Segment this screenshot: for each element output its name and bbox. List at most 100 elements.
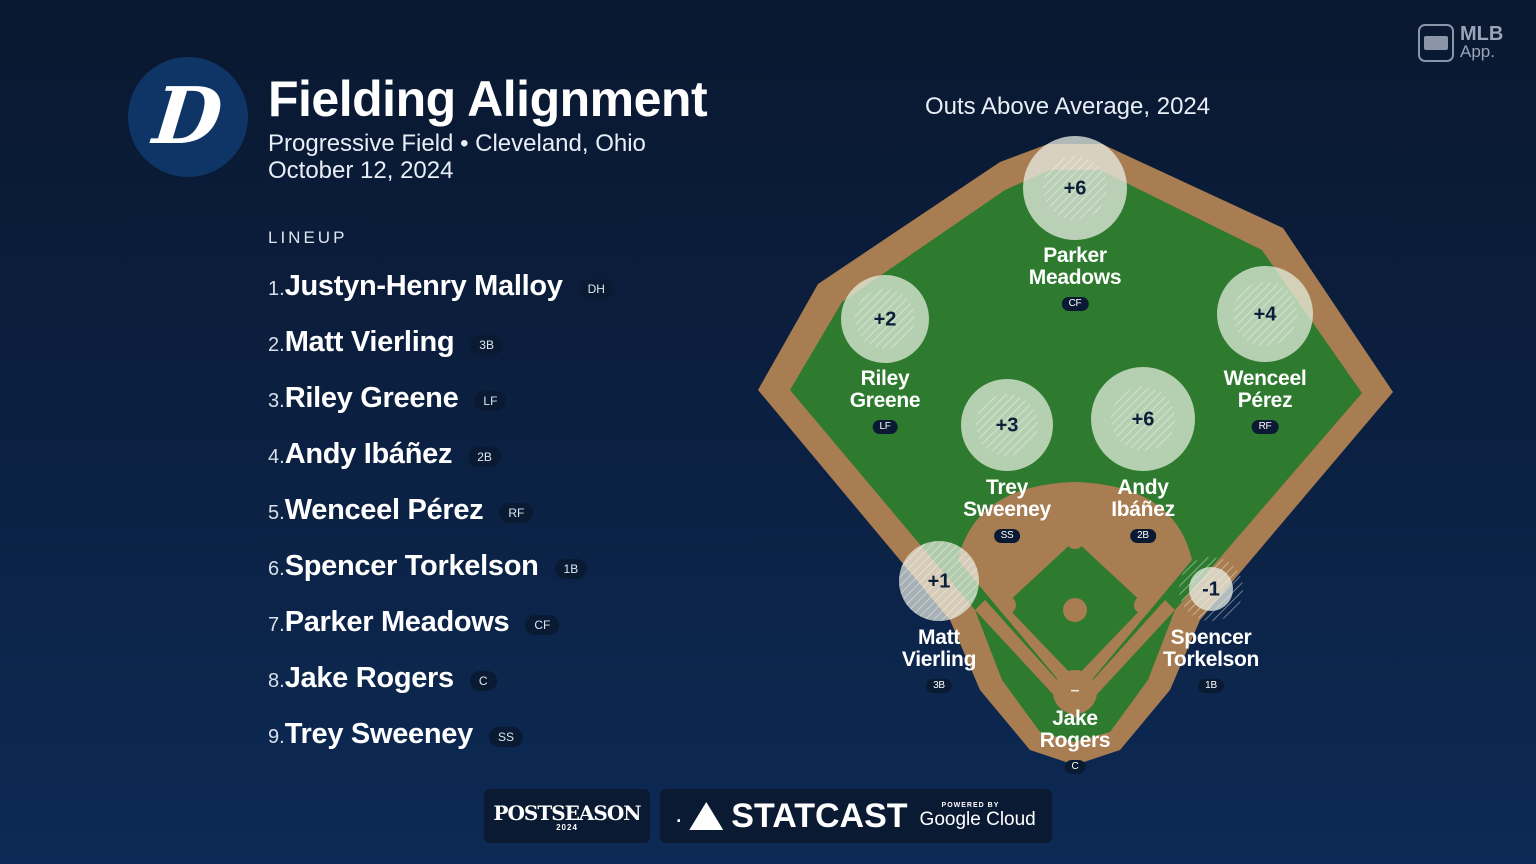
position-badge: LF [474, 391, 507, 411]
team-logo-letter: D [149, 71, 227, 162]
oaa-value-1b: -1 [1202, 578, 1220, 601]
statcast-logo: . STATCAST POWERED BY Google Cloud [660, 789, 1052, 843]
venue-line: Progressive Field • Cleveland, Ohio [268, 130, 646, 157]
google-cloud-logo: POWERED BY Google Cloud [920, 802, 1036, 831]
lineup-item: 3. Riley Greene LF [268, 370, 614, 426]
position-badge: SS [993, 529, 1021, 543]
oaa-bubble-lf [841, 275, 929, 363]
lineup-number: 9. [268, 725, 285, 748]
field-label-c: Jake Rogers C [1040, 708, 1111, 774]
fielder-first-name: Trey [985, 476, 1028, 499]
lineup-number: 4. [268, 445, 285, 468]
lineup-number: 6. [268, 557, 285, 580]
fielder-last-name: Torkelson [1162, 648, 1260, 671]
oaa-bubble-3b [899, 541, 979, 621]
statcast-wordmark: STATCAST [731, 796, 908, 835]
pitchers-mound [1063, 598, 1087, 622]
position-badge: 1B [1198, 679, 1224, 693]
postseason-wordmark: POSTSEASON [493, 800, 641, 825]
mlb-app-sub: App. [1460, 42, 1495, 61]
oaa-bubble-ss [961, 379, 1053, 471]
game-date: October 12, 2024 [268, 157, 454, 184]
tigers-logo: D [128, 57, 248, 177]
fielder-last-name: Pérez [1237, 389, 1293, 412]
oaa-bubble-2b [1091, 367, 1195, 471]
position-badge: 2B [1130, 529, 1156, 543]
fielder-first-name: Matt [918, 626, 960, 649]
position-badge: C [469, 671, 497, 691]
field-label-cf: Parker Meadows CF [1029, 245, 1122, 311]
position-badge: 3B [926, 679, 952, 693]
lineup-list: 1. Justyn-Henry Malloy DH 2. Matt Vierling 3… [268, 258, 614, 762]
player-name: Matt Vierling [284, 325, 455, 358]
page-title: Fielding Alignment [268, 71, 708, 127]
postseason-year: 2024 [556, 822, 578, 832]
oaa-value-c: – [1070, 682, 1080, 699]
lineup-number: 7. [268, 613, 285, 636]
position-badge: DH [578, 279, 614, 299]
lineup-number: 8. [268, 669, 285, 692]
lineup-item: 9. Trey Sweeney SS [268, 706, 614, 762]
position-badge: RF [499, 503, 534, 523]
google-cloud-label: Google Cloud [919, 808, 1036, 830]
fielder-first-name: Riley [860, 367, 910, 390]
lineup-item: 2. Matt Vierling 3B [268, 314, 614, 370]
player-name: Jake Rogers [284, 661, 454, 694]
player-name: Trey Sweeney [284, 717, 474, 750]
field-label-lf: Riley Greene LF [850, 368, 921, 434]
position-badge: 3B [470, 335, 503, 355]
mlb-app-logo: MLB App. [1418, 24, 1503, 62]
fielder-last-name: Vierling [901, 648, 977, 671]
chart-title: Outs Above Average, 2024 [925, 93, 1211, 120]
oaa-bubble-cf [1023, 136, 1127, 240]
fielder-first-name: Wenceel [1223, 367, 1307, 390]
fielder-first-name: Jake [1052, 707, 1098, 730]
lineup-item: 7. Parker Meadows CF [268, 594, 614, 650]
position-badge: 1B [554, 559, 588, 579]
fielder-first-name: Spencer [1170, 626, 1252, 649]
position-badge: 2B [468, 447, 501, 467]
field-label-ss: Trey Sweeney SS [963, 477, 1051, 543]
powered-by-label: POWERED BY [941, 801, 1000, 809]
player-name: Riley Greene [284, 381, 459, 414]
field-label-3b: Matt Vierling 3B [902, 627, 976, 693]
lineup-item: 6. Spencer Torkelson 1B [268, 538, 614, 594]
mlb-batter-icon [689, 802, 724, 830]
oaa-value-rf: +4 [1253, 303, 1277, 326]
fielder-first-name: Andy [1117, 476, 1169, 499]
mlb-logo-icon [1418, 24, 1454, 62]
player-name: Justyn-Henry Malloy [284, 269, 563, 302]
fielder-last-name: Greene [849, 389, 921, 412]
field-label-rf: Wenceel Pérez RF [1224, 368, 1307, 434]
oaa-value-2b: +6 [1131, 408, 1155, 431]
dot-icon: . [676, 805, 682, 826]
lineup-heading: LINEUP [268, 228, 348, 247]
oaa-bubble-rf [1217, 266, 1313, 362]
player-name: Wenceel Pérez [284, 493, 484, 526]
lineup-item: 8. Jake Rogers C [268, 650, 614, 706]
lineup-number: 5. [268, 501, 285, 524]
lineup-item: 4. Andy Ibáñez 2B [268, 426, 614, 482]
player-name: Spencer Torkelson [284, 549, 539, 582]
position-badge: LF [872, 420, 898, 434]
mlb-app-name: MLB [1460, 23, 1504, 45]
player-name: Andy Ibáñez [284, 437, 453, 470]
lineup-item: 5. Wenceel Pérez RF [268, 482, 614, 538]
home-plate-area [1053, 670, 1097, 714]
lineup-item: 1. Justyn-Henry Malloy DH [268, 258, 614, 314]
lineup-number: 2. [268, 333, 285, 356]
field-label-2b: Andy Ibáñez 2B [1111, 477, 1175, 543]
oaa-value-lf: +2 [873, 308, 897, 331]
position-badge: RF [1251, 420, 1279, 434]
oaa-value-3b: +1 [927, 570, 951, 593]
fielder-last-name: Sweeney [963, 498, 1051, 521]
fielder-last-name: Rogers [1039, 729, 1111, 752]
position-badge: C [1064, 760, 1086, 774]
lineup-number: 3. [268, 389, 285, 412]
position-badge: CF [525, 615, 560, 635]
fielder-last-name: Ibáñez [1111, 498, 1175, 521]
oaa-bubble-1b [1179, 557, 1243, 621]
field-label-1b: Spencer Torkelson 1B [1163, 627, 1259, 693]
postseason-logo: POSTSEASON 2024 [484, 789, 650, 843]
